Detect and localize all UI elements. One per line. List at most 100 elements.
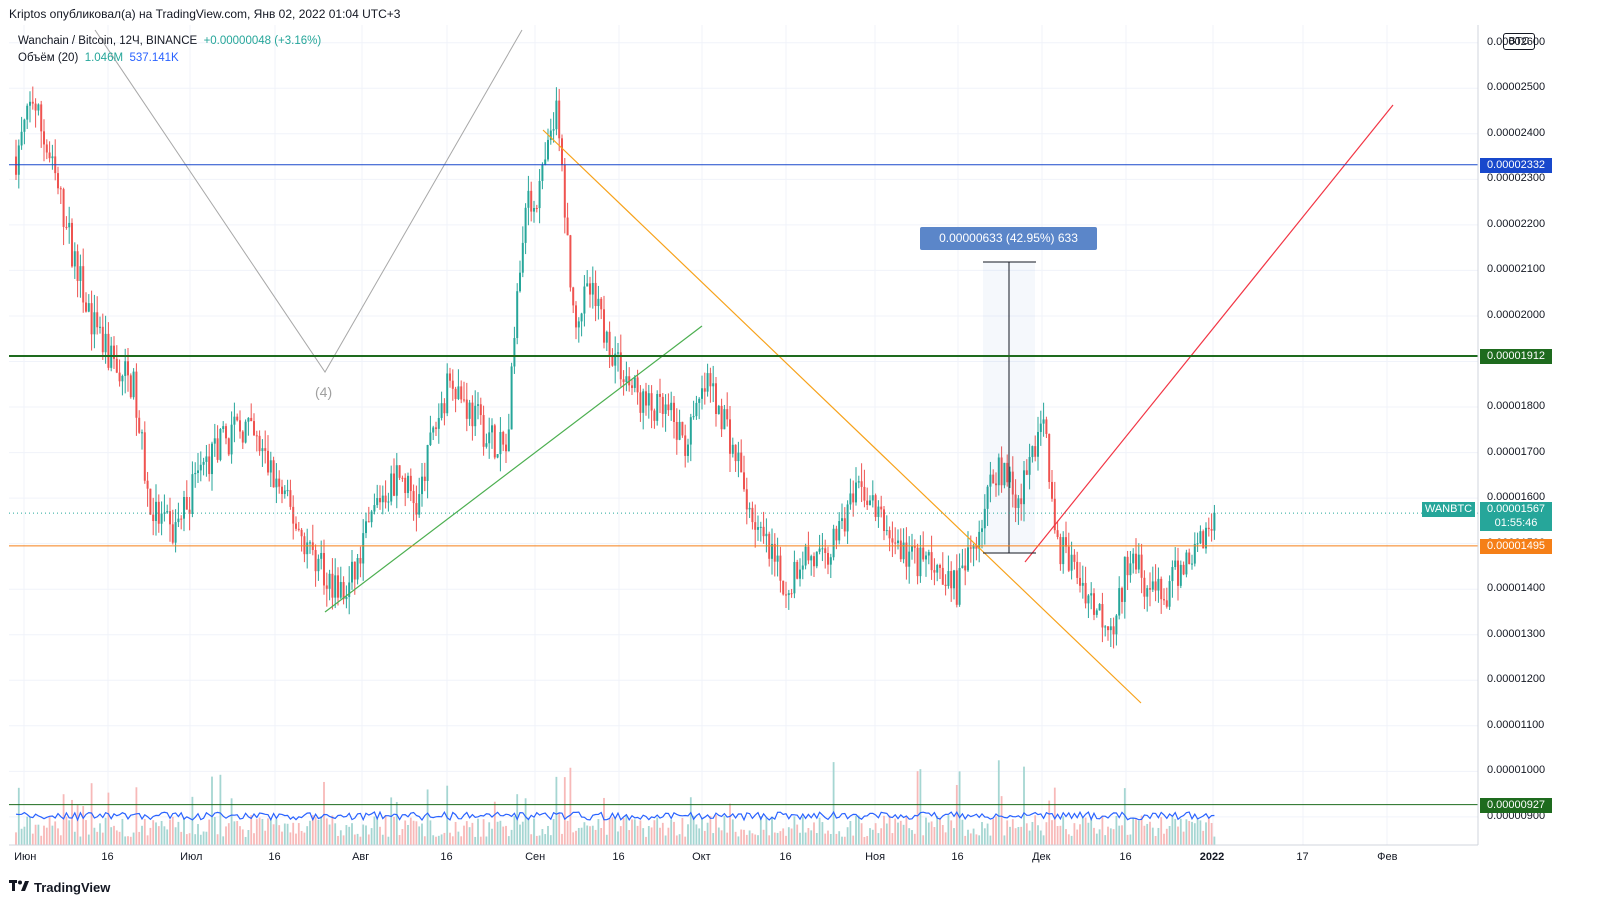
volume-bar [314, 817, 317, 845]
candle-body [905, 542, 908, 567]
candle-body [359, 558, 362, 564]
candle-body [972, 546, 975, 549]
candle-body [163, 512, 166, 514]
candle-body [306, 542, 309, 555]
candle-body [944, 584, 947, 586]
candle-body [810, 556, 813, 561]
candle-body [45, 144, 48, 153]
volume-bar [1154, 835, 1157, 845]
volume-bar [877, 833, 880, 845]
volume-bar [558, 813, 561, 845]
zigzag-wave-line [94, 29, 523, 373]
volume-bar [972, 828, 975, 845]
candle-body [62, 189, 65, 227]
candle-body [429, 432, 432, 446]
volume-bar [799, 832, 801, 845]
volume-bar [272, 824, 275, 845]
candle-body [869, 500, 871, 505]
volume-bar [891, 833, 894, 845]
candle-body [995, 483, 997, 486]
volume-bar [754, 834, 757, 845]
volume-bar [897, 822, 899, 845]
volume-bar [1084, 817, 1087, 845]
candle-body [715, 383, 717, 414]
volume-bar [841, 836, 843, 845]
candle-body [460, 386, 463, 400]
volume-bar [549, 835, 552, 845]
candle-body [530, 190, 533, 212]
candle-body [843, 518, 846, 532]
volume-bar [790, 828, 793, 845]
candle-body [939, 564, 941, 568]
volume-bar [174, 827, 177, 845]
candle-body [524, 207, 527, 243]
volume-bar [843, 836, 846, 845]
candle-body [964, 565, 967, 571]
candle-body [320, 552, 323, 559]
volume-bar [1079, 824, 1081, 845]
volume-bar [656, 817, 659, 845]
volume-bar [1157, 827, 1160, 845]
candle-body [1084, 582, 1087, 604]
candle-body [432, 427, 435, 433]
candle-body [1034, 446, 1037, 457]
volume-bar [538, 835, 541, 845]
candle-body [331, 573, 334, 598]
candle-body [171, 524, 174, 543]
volume-bar [967, 829, 969, 845]
time-tick-label: Июн [14, 851, 37, 863]
candle-body [23, 119, 26, 132]
volume-bar [530, 834, 533, 845]
volume-bar [846, 827, 849, 845]
volume-bar [87, 834, 90, 845]
candle-body [345, 597, 348, 600]
volume-bar [269, 818, 272, 845]
volume-bar [933, 827, 936, 845]
candle-body [779, 555, 782, 581]
candle-body [155, 501, 157, 522]
volume-bar [818, 817, 821, 845]
currency-badge[interactable]: BTC [1503, 33, 1535, 50]
volume-bar [449, 832, 451, 845]
candle-body [930, 552, 933, 571]
candle-body [300, 529, 303, 537]
candle-body [241, 431, 244, 443]
volume-bar [871, 829, 874, 845]
candle-body [969, 547, 972, 549]
candle-body [15, 156, 17, 175]
volume-bar [93, 827, 96, 845]
measure-tool-label[interactable]: 0.00000633 (42.95%) 633 [920, 227, 1097, 250]
candle-body [272, 460, 275, 488]
time-tick-label: Ноя [865, 851, 886, 863]
volume-bar [188, 833, 191, 845]
volume-bar [547, 825, 549, 845]
volume-bar [650, 827, 653, 845]
volume-row: Объём (20) 1.046M 537.141K [18, 50, 321, 67]
candle-body [1056, 530, 1059, 538]
volume-bar [85, 820, 87, 845]
candle-body [213, 438, 216, 444]
volume-bar [331, 815, 334, 845]
candle-body [1006, 462, 1009, 483]
candle-body [505, 444, 507, 452]
current-price-tag: 0.00001567 01:55:46 [1480, 502, 1552, 531]
candle-body [737, 452, 740, 462]
volume-bar [82, 806, 85, 845]
candle-body [96, 312, 99, 328]
volume-bar [311, 815, 314, 845]
candle-body [521, 242, 524, 273]
price-tick-label: 0.00001000 [1487, 764, 1546, 777]
volume-bar [684, 836, 687, 845]
volume-bar [572, 832, 575, 845]
volume-bar [216, 834, 219, 845]
volume-bar [824, 833, 827, 845]
candle-body [642, 391, 645, 413]
candle-body [493, 425, 496, 458]
volume-bar [1179, 818, 1182, 845]
candle-body [1011, 471, 1014, 495]
tradingview-footer[interactable]: TradingView [9, 880, 110, 895]
candle-body [622, 379, 625, 383]
candle-body [202, 461, 205, 465]
time-tick-label: Дек [1032, 851, 1051, 863]
